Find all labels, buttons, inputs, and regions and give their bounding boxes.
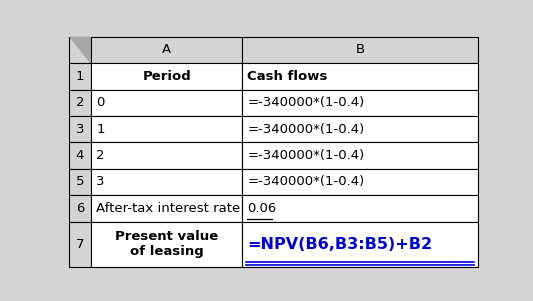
Bar bbox=[69, 195, 91, 222]
Bar bbox=[69, 169, 91, 195]
Text: =-340000*(1-0.4): =-340000*(1-0.4) bbox=[247, 175, 365, 188]
Bar bbox=[69, 222, 91, 267]
Text: Present value
of leasing: Present value of leasing bbox=[115, 231, 219, 259]
Text: 3: 3 bbox=[96, 175, 104, 188]
Text: =-340000*(1-0.4): =-340000*(1-0.4) bbox=[247, 149, 365, 162]
Text: =-340000*(1-0.4): =-340000*(1-0.4) bbox=[247, 123, 365, 136]
Text: =NPV(B6,B3:B5)+B2: =NPV(B6,B3:B5)+B2 bbox=[247, 237, 433, 252]
Bar bbox=[91, 116, 243, 142]
Bar bbox=[243, 89, 478, 116]
Text: 0.06: 0.06 bbox=[247, 202, 277, 215]
Bar bbox=[243, 222, 478, 267]
Text: 2: 2 bbox=[96, 149, 104, 162]
Text: Cash flows: Cash flows bbox=[247, 70, 328, 83]
Bar bbox=[91, 37, 243, 63]
Text: 0: 0 bbox=[96, 96, 104, 109]
Text: 4: 4 bbox=[76, 149, 84, 162]
Text: A: A bbox=[162, 43, 172, 56]
Bar bbox=[243, 63, 478, 89]
Bar bbox=[69, 89, 91, 116]
Bar bbox=[91, 63, 243, 89]
Bar bbox=[69, 37, 91, 63]
Text: 7: 7 bbox=[76, 238, 84, 251]
Bar bbox=[243, 116, 478, 142]
Bar bbox=[243, 169, 478, 195]
Polygon shape bbox=[70, 37, 90, 62]
Text: Period: Period bbox=[142, 70, 191, 83]
Bar bbox=[69, 142, 91, 169]
Text: 3: 3 bbox=[76, 123, 84, 136]
Text: 5: 5 bbox=[76, 175, 84, 188]
Text: =-340000*(1-0.4): =-340000*(1-0.4) bbox=[247, 96, 365, 109]
Bar bbox=[243, 195, 478, 222]
Bar bbox=[91, 89, 243, 116]
Bar bbox=[243, 37, 478, 63]
Bar bbox=[69, 63, 91, 89]
Text: B: B bbox=[356, 43, 365, 56]
Text: 6: 6 bbox=[76, 202, 84, 215]
Text: 2: 2 bbox=[76, 96, 84, 109]
Bar bbox=[91, 222, 243, 267]
Text: 1: 1 bbox=[76, 70, 84, 83]
Text: After-tax interest rate: After-tax interest rate bbox=[96, 202, 240, 215]
Bar bbox=[91, 169, 243, 195]
Bar bbox=[243, 142, 478, 169]
Text: 1: 1 bbox=[96, 123, 104, 136]
Bar bbox=[69, 116, 91, 142]
Bar bbox=[91, 195, 243, 222]
Bar bbox=[91, 142, 243, 169]
